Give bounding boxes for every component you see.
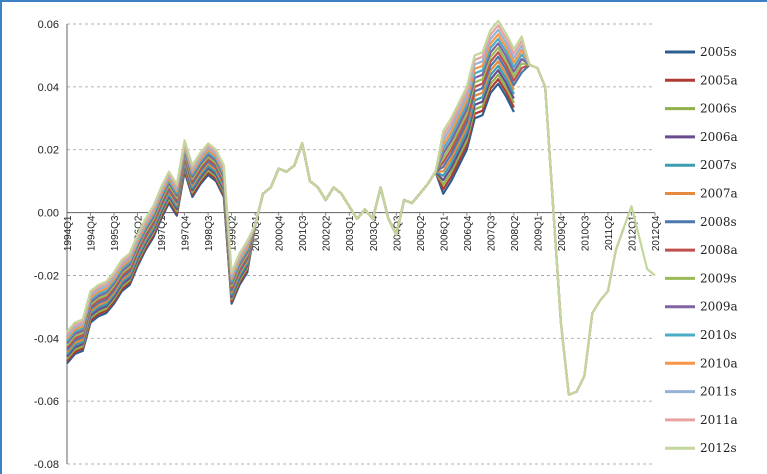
legend: 2005s 2005a 2006s 2006a 2007s 2007a 2008s 2008a… (665, 45, 738, 455)
x-tick-label: 2006Q1 (439, 215, 450, 251)
legend-label: 2009a (700, 300, 738, 314)
x-tick-label: 2003Q1 (345, 215, 356, 251)
series-line-2007s (66, 64, 515, 356)
y-tick-label: 0.02 (38, 145, 59, 157)
series-line-2008a (66, 51, 531, 349)
x-tick-label: 2003Q4 (369, 215, 380, 251)
legend-label: 2007a (700, 187, 738, 201)
x-tick-label: 2009Q1 (533, 215, 544, 251)
series-line-2006a (66, 69, 515, 358)
x-tick-label: 2007Q3 (486, 215, 497, 251)
x-tick-label: 2002Q2 (322, 215, 333, 251)
legend-label: 2005s (700, 45, 737, 59)
y-tick-label: -0.04 (34, 333, 59, 345)
y-tick-label: -0.08 (34, 459, 59, 471)
x-tick-label: 2008Q2 (510, 215, 521, 251)
legend-label: 2008a (700, 243, 738, 257)
legend-label: 2011s (700, 385, 737, 399)
x-tick-label: 1999Q2 (228, 215, 239, 251)
y-tick-label: 0.04 (38, 82, 59, 94)
x-tick-label: 1998Q3 (204, 215, 215, 251)
legend-label: 2012s (700, 441, 737, 455)
legend-label: 2010s (700, 328, 737, 342)
series-line-2007a (66, 60, 515, 353)
x-tick-label: 2000Q4 (275, 215, 286, 251)
x-tick-label: 2005Q2 (416, 215, 427, 251)
x-tick-label: 2001Q3 (298, 215, 309, 251)
series-lines (66, 19, 656, 396)
x-tick-label: 1995Q3 (110, 215, 121, 251)
legend-label: 2005a (700, 73, 738, 87)
x-tick-label: 1994Q1 (63, 215, 74, 251)
legend-label: 2007s (700, 158, 737, 172)
legend-label: 2010a (700, 356, 738, 370)
y-tick-label: 0.00 (38, 208, 59, 220)
y-tick-label: -0.06 (34, 396, 59, 408)
x-tick-label: 1997Q1 (157, 215, 168, 251)
y-tick-label: -0.02 (34, 270, 59, 282)
legend-label: 2006s (700, 102, 737, 116)
x-tick-label: 1994Q4 (87, 215, 98, 251)
x-tick-label: 2004Q3 (392, 215, 403, 251)
series-line-2012s (66, 19, 656, 396)
x-tick-label: 2000Q1 (251, 215, 262, 251)
x-tick-label: 2009Q4 (557, 215, 568, 251)
x-tick-label: 2006Q4 (463, 215, 474, 251)
legend-label: 2009s (700, 271, 737, 285)
x-tick-label: 2010Q3 (580, 215, 591, 251)
legend-label: 2011a (700, 413, 738, 427)
x-tick-label: 2011Q2 (604, 215, 615, 250)
legend-label: 2006a (700, 130, 738, 144)
y-axis-ticks: 0.06 0.04 0.02 0.00 -0.02 -0.04 -0.06 -0.08 (34, 19, 59, 471)
y-tick-label: 0.06 (38, 19, 59, 31)
x-tick-label: 1997Q4 (181, 215, 192, 251)
x-tick-label: 2012Q1 (627, 215, 638, 251)
x-tick-label: 2012Q4 (651, 215, 662, 251)
legend-label: 2008s (700, 215, 737, 229)
